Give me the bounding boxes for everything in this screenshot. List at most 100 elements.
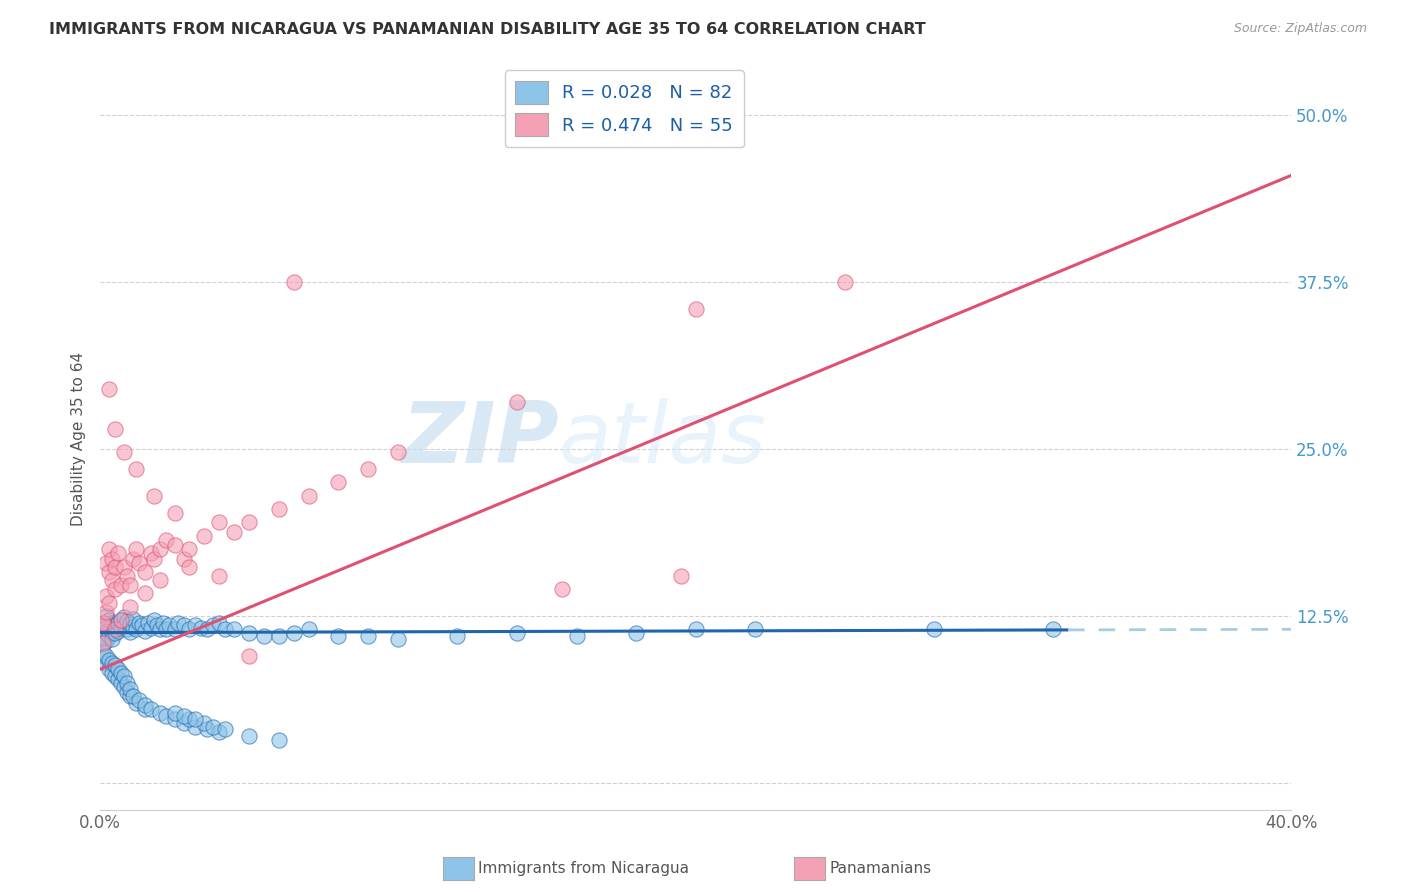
Point: [624, 626, 647, 640]
Text: ZIP: ZIP: [401, 398, 558, 481]
Point: [110, 613, 132, 627]
Point: [101, 573, 124, 587]
Point: [163, 712, 186, 726]
Point: [145, 618, 167, 632]
Point: [149, 573, 172, 587]
Point: [139, 702, 162, 716]
Point: [283, 626, 305, 640]
Text: atlas: atlas: [558, 398, 766, 481]
Point: [94, 648, 117, 663]
Point: [179, 559, 201, 574]
Point: [101, 632, 124, 646]
Point: [115, 622, 138, 636]
Point: [193, 715, 215, 730]
Point: [134, 698, 156, 713]
Point: [118, 689, 141, 703]
Point: [152, 615, 174, 630]
Point: [110, 621, 132, 635]
Point: [184, 618, 207, 632]
Point: [184, 712, 207, 726]
Point: [328, 475, 350, 490]
Point: [115, 569, 138, 583]
Point: [357, 462, 380, 476]
Point: [1042, 622, 1064, 636]
Point: [104, 622, 127, 636]
Point: [134, 586, 156, 600]
Point: [184, 720, 207, 734]
Point: [142, 551, 165, 566]
Point: [173, 551, 195, 566]
Point: [131, 618, 153, 632]
Point: [149, 706, 172, 721]
Point: [139, 546, 162, 560]
Point: [101, 666, 124, 681]
Point: [112, 610, 135, 624]
Point: [122, 619, 145, 633]
Point: [214, 622, 236, 636]
Point: [101, 656, 124, 670]
Point: [193, 529, 215, 543]
Point: [118, 578, 141, 592]
Text: Source: ZipAtlas.com: Source: ZipAtlas.com: [1233, 22, 1367, 36]
Point: [91, 615, 114, 630]
Point: [98, 382, 121, 396]
Point: [149, 622, 172, 636]
Point: [94, 634, 117, 648]
Point: [134, 702, 156, 716]
Point: [98, 613, 121, 627]
Point: [142, 489, 165, 503]
Point: [98, 542, 121, 557]
Point: [179, 712, 201, 726]
Point: [155, 533, 177, 547]
Point: [107, 662, 129, 676]
Point: [551, 582, 574, 597]
Point: [118, 599, 141, 614]
Point: [107, 546, 129, 560]
Text: IMMIGRANTS FROM NICARAGUA VS PANAMANIAN DISABILITY AGE 35 TO 64 CORRELATION CHAR: IMMIGRANTS FROM NICARAGUA VS PANAMANIAN …: [49, 22, 927, 37]
Point: [91, 635, 114, 649]
Point: [208, 516, 231, 530]
Point: [110, 613, 132, 627]
Point: [94, 556, 117, 570]
Point: [94, 589, 117, 603]
Point: [685, 622, 707, 636]
Point: [387, 444, 409, 458]
Point: [118, 624, 141, 639]
Point: [91, 622, 114, 636]
Point: [267, 502, 290, 516]
Point: [128, 693, 150, 707]
Point: [104, 618, 127, 632]
Point: [163, 706, 186, 721]
Point: [155, 709, 177, 723]
Point: [125, 462, 148, 476]
Point: [238, 729, 260, 743]
Point: [94, 626, 117, 640]
Point: [179, 622, 201, 636]
Point: [744, 622, 766, 636]
Point: [98, 565, 121, 579]
Point: [91, 615, 114, 630]
Point: [506, 626, 529, 640]
Point: [267, 733, 290, 747]
Point: [91, 629, 114, 643]
Point: [101, 615, 124, 630]
Point: [112, 669, 135, 683]
Point: [202, 618, 225, 632]
Point: [134, 565, 156, 579]
Point: [238, 648, 260, 663]
Point: [115, 675, 138, 690]
Point: [208, 615, 231, 630]
Point: [157, 618, 180, 632]
Point: [283, 275, 305, 289]
Point: [91, 645, 114, 659]
Point: [101, 626, 124, 640]
Y-axis label: Disability Age 35 to 64: Disability Age 35 to 64: [72, 352, 86, 526]
Point: [190, 621, 212, 635]
Point: [107, 615, 129, 630]
Point: [166, 615, 188, 630]
Point: [98, 624, 121, 638]
Point: [104, 582, 127, 597]
Point: [163, 622, 186, 636]
Point: [122, 612, 145, 626]
Point: [101, 551, 124, 566]
